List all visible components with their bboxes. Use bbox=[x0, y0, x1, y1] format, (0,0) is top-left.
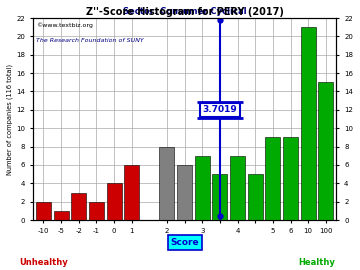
Text: 3.7019: 3.7019 bbox=[203, 105, 237, 114]
Bar bbox=[124, 165, 139, 220]
Bar bbox=[318, 82, 333, 220]
Text: Unhealthy: Unhealthy bbox=[19, 258, 68, 266]
Title: Z''-Score Histogram for PERY (2017): Z''-Score Histogram for PERY (2017) bbox=[86, 7, 284, 17]
Text: Sector: Consumer Cyclical: Sector: Consumer Cyclical bbox=[123, 7, 247, 16]
Bar bbox=[195, 156, 210, 220]
Bar bbox=[230, 156, 245, 220]
Bar bbox=[36, 202, 51, 220]
Bar bbox=[177, 165, 192, 220]
Bar bbox=[212, 174, 228, 220]
X-axis label: Score: Score bbox=[170, 238, 199, 247]
Bar bbox=[301, 27, 316, 220]
Bar bbox=[265, 137, 280, 220]
Text: ©www.textbiz.org: ©www.textbiz.org bbox=[36, 22, 93, 28]
Bar bbox=[248, 174, 263, 220]
Bar bbox=[159, 147, 175, 220]
Text: Healthy: Healthy bbox=[298, 258, 335, 266]
Bar bbox=[107, 183, 122, 220]
Y-axis label: Number of companies (116 total): Number of companies (116 total) bbox=[7, 63, 13, 175]
Bar bbox=[54, 211, 69, 220]
Bar bbox=[71, 193, 86, 220]
Text: The Research Foundation of SUNY: The Research Foundation of SUNY bbox=[36, 38, 144, 43]
Bar bbox=[283, 137, 298, 220]
Bar bbox=[89, 202, 104, 220]
